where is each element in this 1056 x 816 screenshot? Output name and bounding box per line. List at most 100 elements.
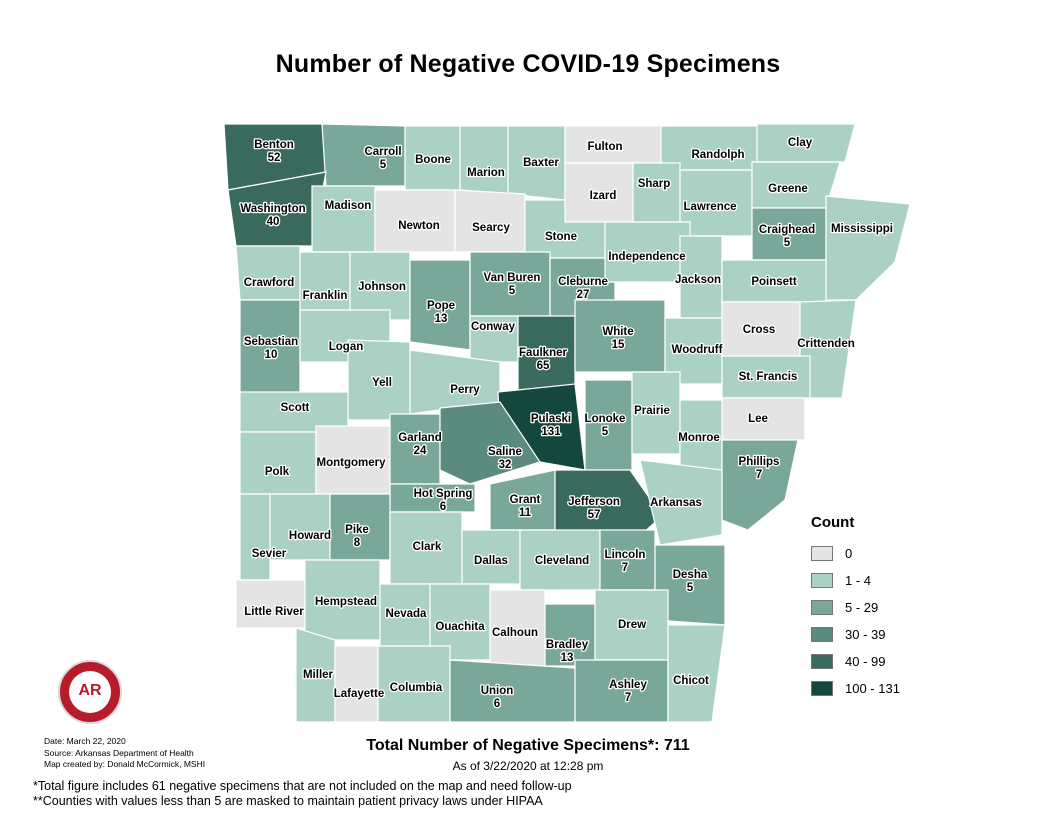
county-label-monroe: Monroe <box>678 432 720 444</box>
county-mississippi <box>825 195 911 301</box>
legend-swatch-3 <box>811 627 833 642</box>
county-label-cross: Cross <box>743 324 776 336</box>
credit-source: Source: Arkansas Department of Health <box>44 747 194 758</box>
legend-swatch-4 <box>811 654 833 669</box>
county-value-ashley: 7 <box>625 692 631 704</box>
footnote-2: **Counties with values less than 5 are m… <box>33 794 543 808</box>
county-label-perry: Perry <box>450 384 480 396</box>
county-label-lawrence: Lawrence <box>683 201 736 213</box>
county-label-logan: Logan <box>329 341 364 353</box>
county-label-drew: Drew <box>618 619 646 631</box>
legend-label-0: 0 <box>845 546 853 561</box>
county-label-craighead: Craighead <box>759 224 815 236</box>
county-label-columbia: Columbia <box>390 682 443 694</box>
county-value-phillips: 7 <box>756 469 762 481</box>
county-label-howard: Howard <box>289 530 331 542</box>
county-label-jefferson: Jefferson <box>568 496 620 508</box>
county-label-searcy: Searcy <box>472 222 510 234</box>
county-label-van-buren: Van Buren <box>484 272 541 284</box>
legend-item-5: 100 - 131 <box>811 675 900 702</box>
county-label-arkansas: Arkansas <box>650 497 702 509</box>
legend-label-3: 30 - 39 <box>845 627 886 642</box>
county-marion <box>459 125 509 195</box>
county-label-pulaski: Pulaski <box>531 413 571 425</box>
legend-swatch-2 <box>811 600 833 615</box>
county-label-fulton: Fulton <box>587 141 622 153</box>
legend-item-0: 0 <box>811 540 900 567</box>
legend-label-2: 5 - 29 <box>845 600 879 615</box>
county-label-dallas: Dallas <box>474 555 508 567</box>
county-label-prairie: Prairie <box>634 405 670 417</box>
county-label-hempstead: Hempstead <box>315 596 377 608</box>
county-value-lincoln: 7 <box>622 562 628 574</box>
county-label-lonoke: Lonoke <box>585 413 626 425</box>
credit-date: Date: March 22, 2020 <box>44 736 126 746</box>
county-value-cleburne: 27 <box>577 289 590 301</box>
county-label-little-river: Little River <box>244 606 304 618</box>
county-saline <box>439 401 541 485</box>
county-label-miller: Miller <box>303 669 334 681</box>
county-little-river <box>235 579 306 629</box>
county-value-saline: 32 <box>499 459 512 471</box>
county-label-lee: Lee <box>748 413 768 425</box>
county-clay <box>756 123 856 163</box>
footnotes: *Total figure includes 61 negative speci… <box>33 779 572 809</box>
county-searcy <box>454 189 526 253</box>
county-value-white: 15 <box>612 339 625 351</box>
county-label-nevada: Nevada <box>386 608 428 620</box>
county-label-st-francis: St. Francis <box>739 371 798 383</box>
county-label-benton: Benton <box>254 139 294 151</box>
county-label-poinsett: Poinsett <box>751 276 797 288</box>
county-label-washington: Washington <box>240 203 305 215</box>
county-value-pike: 8 <box>354 537 361 549</box>
county-label-pike: Pike <box>345 524 369 536</box>
county-label-lincoln: Lincoln <box>605 549 646 561</box>
as-of-timestamp: As of 3/22/2020 at 12:28 pm <box>452 759 604 773</box>
county-lonoke <box>584 379 633 471</box>
county-label-ashley: Ashley <box>609 679 647 691</box>
legend-swatch-1 <box>811 573 833 588</box>
legend-item-1: 1 - 4 <box>811 567 900 594</box>
county-label-crittenden: Crittenden <box>797 338 855 350</box>
county-label-marion: Marion <box>467 167 505 179</box>
county-label-madison: Madison <box>325 200 372 212</box>
county-label-bradley: Bradley <box>546 639 589 651</box>
county-label-union: Union <box>481 685 514 697</box>
county-label-izard: Izard <box>590 190 617 202</box>
county-st-francis <box>721 355 811 399</box>
county-sevier <box>239 493 271 581</box>
county-label-pope: Pope <box>427 300 455 312</box>
county-label-polk: Polk <box>265 466 290 478</box>
footnote-1: *Total figure includes 61 negative speci… <box>33 779 572 793</box>
county-chicot <box>667 624 726 723</box>
county-label-stone: Stone <box>545 231 577 243</box>
county-label-carroll: Carroll <box>364 146 401 158</box>
county-label-sharp: Sharp <box>638 178 671 190</box>
county-label-lafayette: Lafayette <box>334 688 385 700</box>
county-van-buren <box>469 251 551 317</box>
county-value-pulaski: 131 <box>541 426 561 438</box>
legend: Count 0 1 - 4 5 - 29 30 - 39 40 - 99 100… <box>811 514 900 702</box>
county-value-garland: 24 <box>414 445 427 457</box>
county-madison <box>311 185 376 253</box>
county-label-grant: Grant <box>510 494 541 506</box>
county-lafayette <box>334 645 379 723</box>
county-value-benton: 52 <box>268 152 281 164</box>
logo-inner-circle: AR <box>69 671 111 713</box>
county-label-chicot: Chicot <box>673 675 709 687</box>
logo-text: AR <box>78 682 102 699</box>
county-value-bradley: 13 <box>561 652 574 664</box>
county-sharp <box>632 162 681 223</box>
county-label-mississippi: Mississippi <box>831 223 893 235</box>
county-value-sebastian: 10 <box>265 349 278 361</box>
legend-item-4: 40 - 99 <box>811 648 900 675</box>
county-value-van-buren: 5 <box>509 285 516 297</box>
legend-swatch-5 <box>811 681 833 696</box>
county-label-desha: Desha <box>673 569 708 581</box>
county-polk <box>239 431 317 495</box>
county-label-hot-spring: Hot Spring <box>414 488 473 500</box>
county-label-greene: Greene <box>768 183 808 195</box>
county-label-clark: Clark <box>413 541 442 553</box>
county-label-clay: Clay <box>788 137 813 149</box>
